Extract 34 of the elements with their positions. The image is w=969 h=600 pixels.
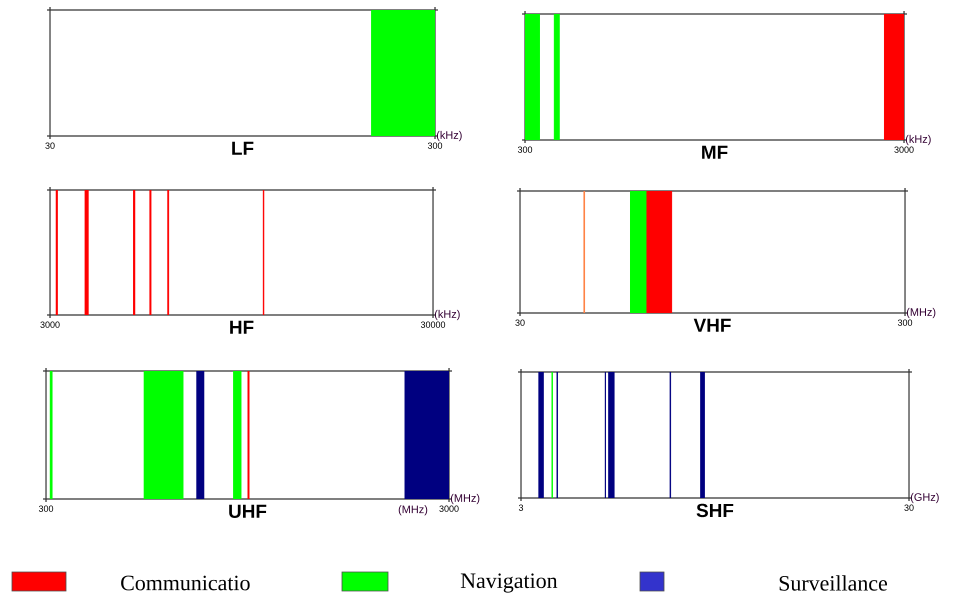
x-axis-title: LF <box>232 142 254 155</box>
bar <box>700 372 705 498</box>
text: (GHz) <box>910 492 939 504</box>
category-label: Communicatio <box>121 576 250 590</box>
x-axis-title: UHF <box>229 504 266 518</box>
x-tick-label: 300 <box>518 146 532 153</box>
x-tick-label: 300 <box>428 142 442 149</box>
text: (kHz) <box>906 134 931 146</box>
x-axis-title: HF <box>230 320 254 334</box>
bar <box>404 371 450 499</box>
x-tick-label: 30 <box>515 320 525 326</box>
x-axis-title: MF <box>702 146 728 159</box>
text: (MHz) <box>450 494 480 504</box>
text: (MHz) <box>906 308 936 318</box>
text: (kHz) <box>434 310 460 320</box>
x-axis-title: SHF <box>696 504 734 518</box>
bar <box>84 190 89 315</box>
x-tick-label: 30000 <box>420 322 446 328</box>
x-tick-label: 3000 <box>894 146 914 153</box>
x-tick-label: 3000 <box>40 322 60 328</box>
category-label: Navigation <box>460 573 558 593</box>
category-label: Surveillance <box>780 575 888 591</box>
text: (kHz) <box>436 130 462 142</box>
bar <box>608 372 615 498</box>
bar <box>525 14 540 140</box>
x-axis-title: VHF <box>694 318 731 332</box>
x-tick-label: 30 <box>904 504 914 511</box>
x-tick-label: 3000 <box>439 506 459 512</box>
text: (MHz) <box>398 505 428 516</box>
bar <box>538 372 544 498</box>
x-tick-label: 3 <box>518 504 524 511</box>
x-tick-label: 300 <box>898 320 912 326</box>
x-tick-label: 300 <box>38 506 54 512</box>
x-tick-label: 30 <box>45 142 55 149</box>
